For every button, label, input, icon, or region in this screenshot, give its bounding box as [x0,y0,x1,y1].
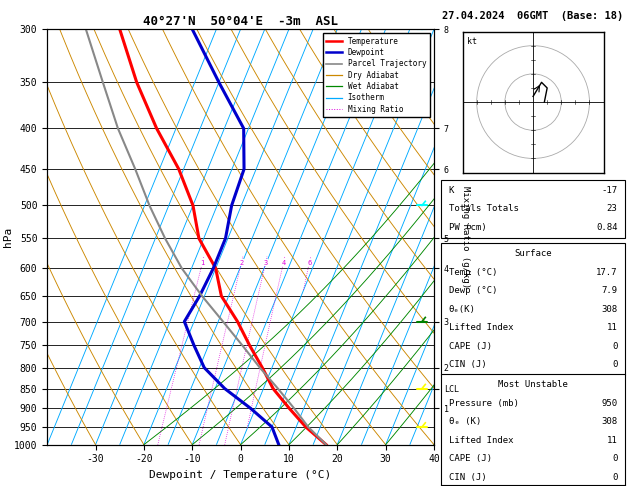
Text: Surface: Surface [515,249,552,258]
Text: CAPE (J): CAPE (J) [448,342,492,350]
Text: 1: 1 [200,260,204,265]
Text: PW (cm): PW (cm) [448,223,486,232]
Text: -17: -17 [601,186,618,195]
Text: Totals Totals: Totals Totals [448,205,518,213]
Text: Pressure (mb): Pressure (mb) [448,399,518,408]
Text: 0.84: 0.84 [596,223,618,232]
Text: CIN (J): CIN (J) [448,473,486,482]
Text: CIN (J): CIN (J) [448,360,486,369]
Legend: Temperature, Dewpoint, Parcel Trajectory, Dry Adiabat, Wet Adiabat, Isotherm, Mi: Temperature, Dewpoint, Parcel Trajectory… [323,33,430,117]
Text: 0: 0 [612,342,618,350]
Text: θₑ(K): θₑ(K) [448,305,476,313]
Text: 2: 2 [239,260,243,265]
Text: 950: 950 [601,399,618,408]
Text: K: K [448,186,454,195]
Title: 40°27'N  50°04'E  -3m  ASL: 40°27'N 50°04'E -3m ASL [143,15,338,28]
Text: 4: 4 [281,260,286,265]
Text: 17.7: 17.7 [596,268,618,277]
X-axis label: Dewpoint / Temperature (°C): Dewpoint / Temperature (°C) [150,470,331,480]
Text: θₑ (K): θₑ (K) [448,417,481,426]
Text: Lifted Index: Lifted Index [448,323,513,332]
Text: Most Unstable: Most Unstable [498,381,568,389]
Text: 6: 6 [308,260,311,265]
Text: 7.9: 7.9 [601,286,618,295]
Y-axis label: hPa: hPa [3,227,13,247]
Text: 11: 11 [607,436,618,445]
Text: 23: 23 [607,205,618,213]
Text: 0: 0 [612,454,618,463]
Text: 0: 0 [612,473,618,482]
Text: 11: 11 [607,323,618,332]
Text: CAPE (J): CAPE (J) [448,454,492,463]
Text: 308: 308 [601,417,618,426]
FancyBboxPatch shape [441,374,625,486]
Text: 27.04.2024  06GMT  (Base: 18): 27.04.2024 06GMT (Base: 18) [442,11,624,21]
Text: © weatheronline.co.uk: © weatheronline.co.uk [481,471,586,480]
Text: kt: kt [467,37,477,46]
Text: 308: 308 [601,305,618,313]
Text: Dewp (°C): Dewp (°C) [448,286,497,295]
Text: 3: 3 [264,260,268,265]
Y-axis label: Mixing Ratio (g/kg): Mixing Ratio (g/kg) [461,186,470,288]
FancyBboxPatch shape [441,243,625,375]
FancyBboxPatch shape [441,485,625,486]
Text: 0: 0 [612,360,618,369]
Text: Temp (°C): Temp (°C) [448,268,497,277]
Text: Lifted Index: Lifted Index [448,436,513,445]
FancyBboxPatch shape [441,180,625,238]
